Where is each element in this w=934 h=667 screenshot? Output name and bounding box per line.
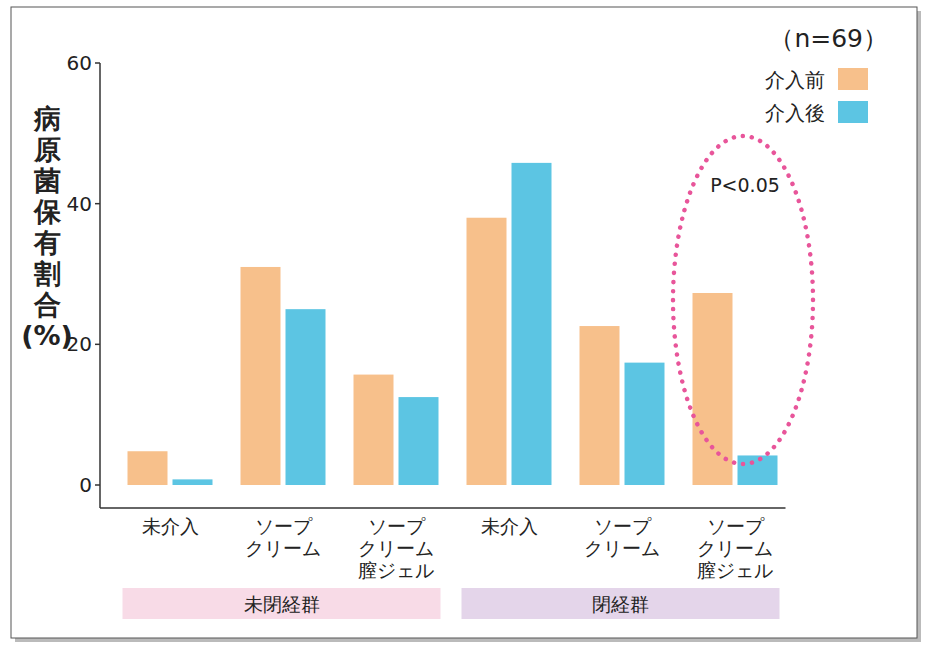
frame: [11, 7, 917, 638]
annotation-text: P<0.05: [710, 174, 780, 196]
chart-svg: 0204060病原菌保有割合(%)未介入ソープクリームソープクリーム膣ジェル未介…: [0, 0, 934, 667]
y-tick-label: 0: [79, 473, 92, 497]
group-band: [462, 588, 780, 619]
x-tick-label: ソープクリーム膣ジェル: [697, 515, 773, 581]
bar: [286, 309, 326, 485]
y-tick: [95, 484, 100, 486]
bar: [128, 451, 168, 485]
annotation-ellipse: [673, 136, 813, 464]
y-tick: [95, 344, 100, 346]
x-axis: [100, 507, 786, 509]
y-axis-label: 病原菌保有割合(%): [21, 103, 73, 351]
bar: [467, 218, 507, 485]
bar: [625, 363, 665, 485]
x-tick-label: 未介入: [481, 515, 538, 537]
y-tick-label: 60: [67, 51, 92, 75]
group-band: [123, 588, 441, 619]
note: （n=69）: [769, 24, 888, 53]
bar: [173, 479, 213, 485]
bar: [354, 375, 394, 485]
chart-root: 0204060病原菌保有割合(%)未介入ソープクリームソープクリーム膣ジェル未介…: [0, 0, 934, 667]
y-tick-label: 40: [67, 192, 92, 216]
bar: [738, 455, 778, 485]
y-tick: [95, 62, 100, 64]
x-tick-label: ソープクリーム: [584, 515, 660, 559]
legend-swatch: [838, 68, 868, 90]
group-label: 閉経群: [592, 593, 649, 615]
legend-swatch: [838, 101, 868, 123]
x-tick-label: ソープクリーム: [245, 515, 321, 559]
bar: [241, 267, 281, 485]
group-label: 未閉経群: [244, 593, 320, 615]
legend-label: 介入前: [765, 68, 825, 92]
bar: [580, 326, 620, 485]
y-tick: [95, 203, 100, 205]
x-tick-label: ソープクリーム膣ジェル: [358, 515, 434, 581]
bar: [399, 397, 439, 485]
bar: [512, 163, 552, 485]
bar: [693, 293, 733, 485]
x-tick-label: 未介入: [142, 515, 199, 537]
bars: [128, 163, 778, 485]
legend-label: 介入後: [765, 101, 825, 125]
y-axis: [99, 63, 101, 508]
